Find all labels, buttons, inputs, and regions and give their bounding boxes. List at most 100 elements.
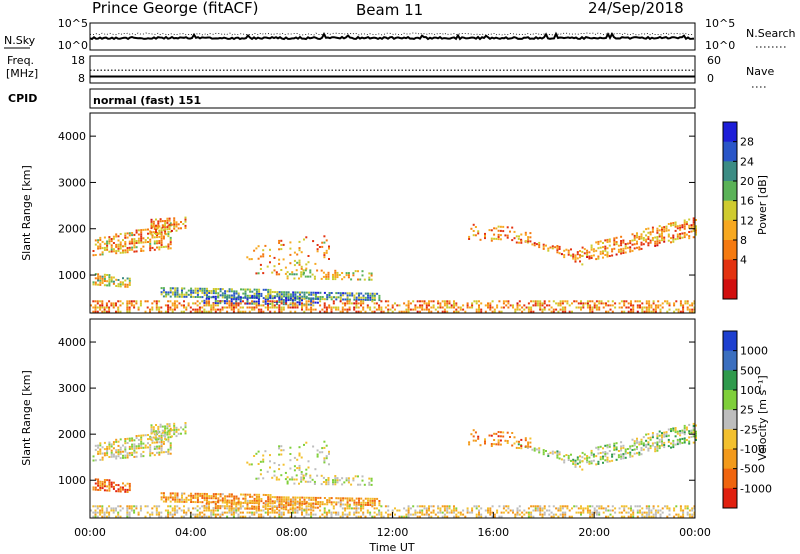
velocity-cell	[339, 503, 342, 506]
power-cell	[312, 240, 315, 243]
velocity-cell	[335, 511, 337, 514]
velocity-cell	[122, 444, 124, 447]
power-cell	[210, 308, 213, 311]
power-cell	[276, 295, 279, 298]
power-cell	[414, 304, 417, 307]
power-cell	[639, 300, 641, 303]
power-panel-frame	[89, 112, 696, 314]
velocity-cell	[674, 443, 677, 446]
velocity-cell	[367, 497, 369, 500]
velocity-cell	[296, 506, 299, 509]
power-cell	[493, 233, 496, 236]
power-cell	[466, 306, 469, 309]
velocity-cell	[682, 509, 685, 512]
velocity-cell	[115, 515, 117, 518]
velocity-cell	[271, 511, 274, 514]
velocity-cell	[679, 515, 682, 518]
velocity-cell	[348, 505, 351, 508]
velocity-cell	[112, 487, 115, 490]
power-cell	[368, 276, 371, 279]
velocity-cell	[317, 501, 320, 504]
velocity-cell	[500, 511, 503, 514]
power-cell	[167, 293, 170, 296]
power-cell	[527, 238, 530, 241]
velocity-cell	[535, 448, 538, 451]
velocity-cell	[228, 509, 231, 512]
velocity-cell	[244, 495, 247, 498]
velocity-cell	[167, 452, 170, 455]
velocity-cell	[414, 511, 417, 514]
power-cell	[674, 225, 677, 228]
power-cell	[631, 233, 634, 236]
power-cell	[645, 240, 648, 243]
velocity-cell	[158, 453, 161, 456]
colorbar-segment	[723, 181, 737, 202]
power-cell	[196, 291, 199, 294]
power-cell	[258, 288, 261, 291]
velocity-cell	[632, 515, 635, 518]
power-cell	[171, 293, 174, 296]
velocity-cell	[226, 501, 229, 504]
power-cell	[269, 296, 272, 299]
power-cell	[267, 291, 270, 293]
velocity-cell	[144, 444, 147, 447]
velocity-cell	[233, 499, 236, 502]
velocity-cell	[190, 498, 193, 501]
power-cell	[656, 229, 659, 232]
power-cell	[648, 302, 651, 305]
velocity-cell	[128, 452, 131, 455]
velocity-cell	[371, 502, 374, 504]
power-cell	[289, 306, 292, 309]
velocity-cell	[557, 507, 560, 510]
velocity-cell	[212, 511, 215, 514]
velocity-cell	[586, 455, 589, 457]
velocity-cell	[92, 505, 95, 508]
velocity-cell	[147, 446, 149, 449]
power-cell	[162, 295, 165, 298]
power-cell	[624, 243, 627, 246]
velocity-cell	[688, 442, 691, 445]
power-cell	[555, 308, 558, 311]
power-cell	[497, 225, 500, 228]
power-cell	[110, 244, 113, 247]
power-cell	[275, 273, 278, 276]
velocity-cell	[323, 440, 326, 443]
power-cell	[257, 294, 260, 297]
power-cell	[346, 298, 349, 301]
power-cell	[168, 219, 171, 222]
power-cell	[169, 243, 172, 246]
velocity-cell	[468, 443, 471, 446]
velocity-cell	[214, 503, 217, 505]
velocity-cell	[513, 436, 516, 439]
velocity-cell	[126, 491, 129, 493]
power-cell	[103, 246, 106, 249]
power-cell	[369, 306, 372, 309]
velocity-cell	[490, 434, 493, 437]
velocity-cell	[682, 513, 685, 516]
power-cell	[164, 224, 167, 227]
power-cell	[319, 291, 322, 294]
velocity-cell	[325, 444, 328, 447]
velocity-cell	[639, 511, 641, 514]
power-cell	[446, 302, 449, 305]
power-cell	[230, 296, 233, 299]
power-cell	[471, 302, 474, 305]
velocity-cell	[251, 499, 254, 502]
velocity-cell	[119, 515, 122, 518]
velocity-cell	[631, 449, 634, 451]
power-cell	[599, 252, 602, 255]
velocity-cell	[108, 443, 111, 446]
power-cell	[298, 299, 301, 302]
velocity-cell	[514, 515, 517, 518]
power-cell	[169, 239, 172, 241]
power-cell	[176, 291, 179, 294]
power-cell	[683, 223, 686, 226]
velocity-cell	[135, 455, 138, 458]
power-cell	[362, 300, 365, 303]
power-cell	[264, 300, 267, 303]
velocity-cell	[581, 468, 584, 471]
power-cell	[203, 310, 206, 313]
velocity-cell	[676, 441, 679, 443]
power-cell	[516, 304, 519, 307]
